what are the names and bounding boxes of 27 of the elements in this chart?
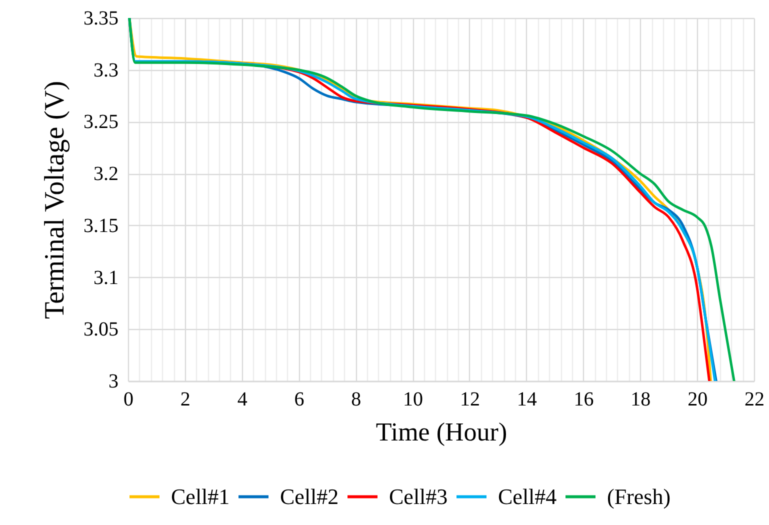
x-tick-label: 12 <box>460 388 480 410</box>
x-tick-label: 20 <box>688 388 708 410</box>
x-tick-label: 8 <box>351 388 362 410</box>
x-tick-label: 2 <box>180 388 190 410</box>
x-tick-label: 10 <box>403 388 424 410</box>
y-tick-label: 3.15 <box>84 214 118 237</box>
legend-label: Cell#3 <box>389 484 448 509</box>
y-axis-title: Terminal Voltage (V) <box>40 80 70 320</box>
x-tick-label: 14 <box>516 388 537 410</box>
x-axis-title: Time (Hour) <box>376 418 508 446</box>
x-tick-label: 0 <box>124 388 134 410</box>
x-tick-label: 22 <box>744 388 764 410</box>
y-tick-label: 3.35 <box>84 8 118 30</box>
x-tick-label: 18 <box>630 388 651 410</box>
legend-label: Cell#1 <box>171 484 230 509</box>
x-tick-label: 4 <box>237 388 248 410</box>
y-tick-label: 3.25 <box>84 111 118 134</box>
y-tick-label: 3 <box>108 370 118 392</box>
y-tick-label: 3.2 <box>94 163 118 186</box>
x-tick-label: 16 <box>574 388 594 410</box>
legend-label: (Fresh) <box>607 484 671 509</box>
y-tick-label: 3.05 <box>84 318 118 341</box>
y-tick-label: 3.3 <box>94 59 118 82</box>
legend-label: Cell#2 <box>280 484 339 509</box>
x-tick-label: 6 <box>294 388 304 410</box>
legend-label: Cell#4 <box>498 484 557 509</box>
y-tick-label: 3.1 <box>94 266 118 289</box>
